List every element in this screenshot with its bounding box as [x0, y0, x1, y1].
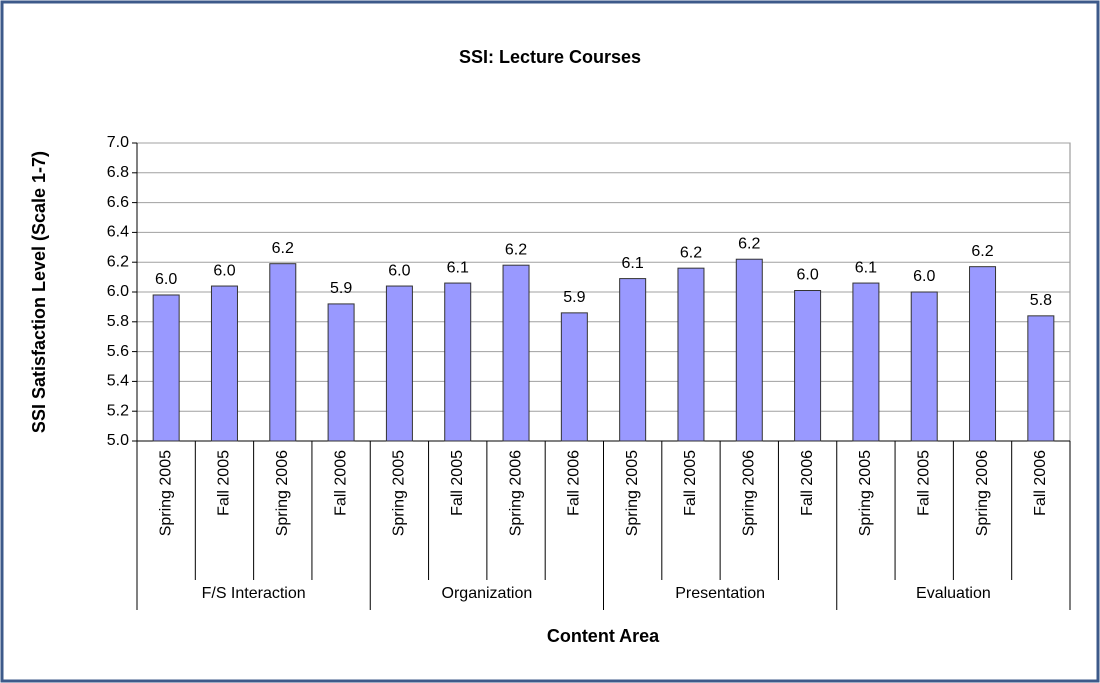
data-label: 6.2 — [505, 241, 527, 258]
group-label: Presentation — [675, 585, 765, 602]
data-label: 6.1 — [855, 259, 877, 276]
x-tick-label: Fall 2005 — [682, 450, 699, 516]
bar — [735, 258, 763, 442]
y-tick-label: 6.0 — [107, 283, 129, 300]
data-label: 6.0 — [913, 268, 935, 285]
x-tick-label: Spring 2006 — [974, 450, 991, 536]
y-tick-label: 6.4 — [107, 224, 129, 241]
data-label: 6.2 — [272, 240, 294, 257]
bar — [1027, 315, 1055, 442]
data-label: 5.8 — [1030, 292, 1052, 309]
y-tick-label: 6.6 — [107, 194, 129, 211]
bar — [269, 263, 297, 442]
data-label: 6.2 — [738, 235, 760, 252]
x-tick-label: Fall 2006 — [799, 450, 816, 516]
data-label: 5.9 — [330, 280, 352, 297]
x-tick-label: Spring 2006 — [507, 450, 524, 536]
group-label: Organization — [442, 585, 533, 602]
bar — [619, 278, 647, 442]
x-tick-label: Spring 2005 — [157, 450, 174, 536]
y-tick-label: 6.2 — [107, 253, 129, 270]
data-label: 6.0 — [388, 262, 410, 279]
x-tick-label: Fall 2005 — [449, 450, 466, 516]
bar — [152, 294, 180, 442]
data-label: 6.2 — [971, 243, 993, 260]
bar — [502, 264, 530, 442]
data-label: 6.0 — [155, 271, 177, 288]
x-tick-label: Fall 2005 — [216, 450, 233, 516]
x-tick-label: Spring 2005 — [857, 450, 874, 536]
y-tick-label: 5.6 — [107, 343, 129, 360]
x-tick-label: Fall 2006 — [1032, 450, 1049, 516]
y-tick-label: 5.8 — [107, 313, 129, 330]
bar — [560, 312, 588, 442]
data-label: 6.1 — [447, 259, 469, 276]
bar — [852, 282, 880, 442]
bar — [794, 290, 822, 442]
x-tick-label: Spring 2005 — [391, 450, 408, 536]
data-label: 5.9 — [563, 289, 585, 306]
x-axis-title: Content Area — [547, 626, 660, 646]
bar — [327, 303, 355, 442]
x-tick-label: Spring 2006 — [274, 450, 291, 536]
group-label: Evaluation — [916, 585, 991, 602]
bar — [969, 266, 997, 442]
chart-title: SSI: Lecture Courses — [459, 47, 641, 67]
data-label: 6.2 — [680, 244, 702, 261]
bar — [910, 291, 938, 442]
bar — [210, 285, 238, 442]
bar — [677, 267, 705, 442]
bar — [444, 282, 472, 442]
y-tick-label: 7.0 — [107, 134, 129, 151]
bar — [385, 285, 413, 442]
x-tick-label: Spring 2005 — [624, 450, 641, 536]
x-tick-label: Spring 2006 — [741, 450, 758, 536]
y-tick-label: 6.8 — [107, 164, 129, 181]
x-tick-label: Fall 2005 — [915, 450, 932, 516]
y-axis-title: SSI Satisfaction Level (Scale 1-7) — [29, 151, 49, 433]
x-tick-label: Fall 2006 — [332, 450, 349, 516]
data-label: 6.1 — [622, 255, 644, 272]
x-tick-label: Fall 2006 — [566, 450, 583, 516]
data-label: 6.0 — [796, 267, 818, 284]
y-tick-label: 5.4 — [107, 373, 129, 390]
group-label: F/S Interaction — [202, 585, 306, 602]
y-tick-label: 5.2 — [107, 402, 129, 419]
y-tick-label: 5.0 — [107, 432, 129, 449]
data-label: 6.0 — [213, 262, 235, 279]
